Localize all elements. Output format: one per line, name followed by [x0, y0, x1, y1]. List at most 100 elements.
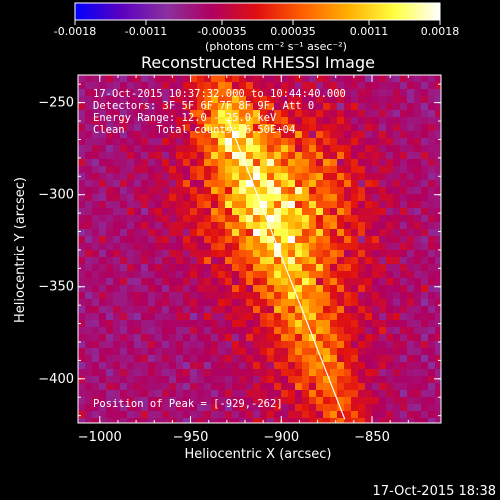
heatmap-cell	[197, 411, 205, 419]
heatmap-cell	[260, 362, 268, 370]
heatmap-cell	[113, 215, 121, 223]
heatmap-cell	[225, 348, 233, 356]
heatmap-cell	[246, 215, 254, 223]
heatmap-cell	[379, 180, 387, 188]
heatmap-cell	[218, 82, 226, 90]
heatmap-cell	[232, 278, 240, 286]
heatmap-cell	[141, 250, 149, 258]
heatmap-cell	[190, 320, 198, 328]
heatmap-cell	[435, 362, 441, 370]
heatmap-cell	[260, 292, 268, 300]
heatmap-cell	[113, 383, 121, 391]
heatmap-cell	[183, 264, 191, 272]
heatmap-cell	[309, 404, 317, 412]
heatmap-cell	[358, 194, 366, 202]
heatmap-cell	[253, 89, 261, 97]
heatmap-cell	[288, 236, 296, 244]
heatmap-cell	[239, 103, 247, 111]
heatmap-cell	[435, 341, 441, 349]
heatmap-cell	[421, 285, 429, 293]
heatmap-cell	[155, 187, 163, 195]
heatmap-cell	[155, 250, 163, 258]
heatmap-cell	[85, 306, 93, 314]
heatmap-cell	[232, 348, 240, 356]
heatmap-cell	[127, 306, 135, 314]
heatmap-cell	[281, 173, 289, 181]
heatmap-cell	[204, 292, 212, 300]
heatmap-cell	[414, 313, 422, 321]
heatmap-cell	[169, 89, 177, 97]
heatmap-cell	[92, 103, 100, 111]
heatmap-cell	[323, 89, 331, 97]
heatmap-cell	[323, 327, 331, 335]
heatmap-cell	[330, 117, 338, 125]
heatmap-cell	[309, 236, 317, 244]
heatmap-cell	[211, 173, 219, 181]
heatmap-cell	[386, 404, 394, 412]
y-tick-label: −350	[38, 280, 74, 295]
heatmap-cell	[239, 411, 247, 419]
heatmap-cell	[183, 278, 191, 286]
heatmap-cell	[302, 257, 310, 265]
heatmap-cell	[323, 201, 331, 209]
heatmap-cell	[435, 397, 441, 405]
heatmap-cell	[295, 285, 303, 293]
heatmap-cell	[358, 229, 366, 237]
heatmap-cell	[134, 110, 142, 118]
heatmap-cell	[99, 103, 107, 111]
heatmap-cell	[141, 215, 149, 223]
heatmap-cell	[428, 334, 436, 342]
heatmap-cell	[239, 229, 247, 237]
heatmap-cell	[113, 103, 121, 111]
heatmap-cell	[99, 257, 107, 265]
heatmap-cell	[148, 348, 156, 356]
heatmap-cell	[169, 397, 177, 405]
heatmap-cell	[323, 152, 331, 160]
heatmap-cell	[225, 390, 233, 398]
heatmap-cell	[330, 215, 338, 223]
heatmap-cell	[85, 320, 93, 328]
heatmap-cell	[85, 103, 93, 111]
heatmap-cell	[85, 215, 93, 223]
heatmap-cell	[232, 117, 240, 125]
heatmap-cell	[302, 320, 310, 328]
heatmap-cell	[421, 313, 429, 321]
heatmap-cell	[435, 313, 441, 321]
heatmap-cell	[176, 397, 184, 405]
heatmap-cell	[148, 103, 156, 111]
heatmap-cell	[134, 390, 142, 398]
heatmap-cell	[407, 215, 415, 223]
heatmap-cell	[78, 341, 86, 349]
heatmap-cell	[232, 145, 240, 153]
heatmap-cell	[253, 292, 261, 300]
heatmap-cell	[281, 362, 289, 370]
heatmap-cell	[106, 390, 114, 398]
heatmap-cell	[288, 376, 296, 384]
heatmap-cell	[246, 299, 254, 307]
heatmap-cell	[323, 285, 331, 293]
heatmap-cell	[78, 159, 86, 167]
heatmap-cell	[386, 278, 394, 286]
heatmap-cell	[218, 222, 226, 230]
heatmap-cell	[274, 194, 282, 202]
heatmap-cell	[127, 362, 135, 370]
heatmap-cell	[344, 159, 352, 167]
heatmap-cell	[127, 96, 135, 104]
heatmap-cell	[337, 278, 345, 286]
heatmap-cell	[162, 292, 170, 300]
heatmap-cell	[99, 208, 107, 216]
heatmap-cell	[134, 376, 142, 384]
heatmap-cell	[358, 75, 366, 83]
heatmap-cell	[92, 292, 100, 300]
heatmap-cell	[344, 292, 352, 300]
heatmap-cell	[414, 250, 422, 258]
heatmap-cell	[176, 82, 184, 90]
heatmap-cell	[183, 397, 191, 405]
heatmap-cell	[176, 348, 184, 356]
heatmap-cell	[379, 306, 387, 314]
heatmap-cell	[78, 103, 86, 111]
heatmap-cell	[134, 334, 142, 342]
heatmap-cell	[351, 201, 359, 209]
heatmap-cell	[134, 404, 142, 412]
heatmap-cell	[309, 271, 317, 279]
